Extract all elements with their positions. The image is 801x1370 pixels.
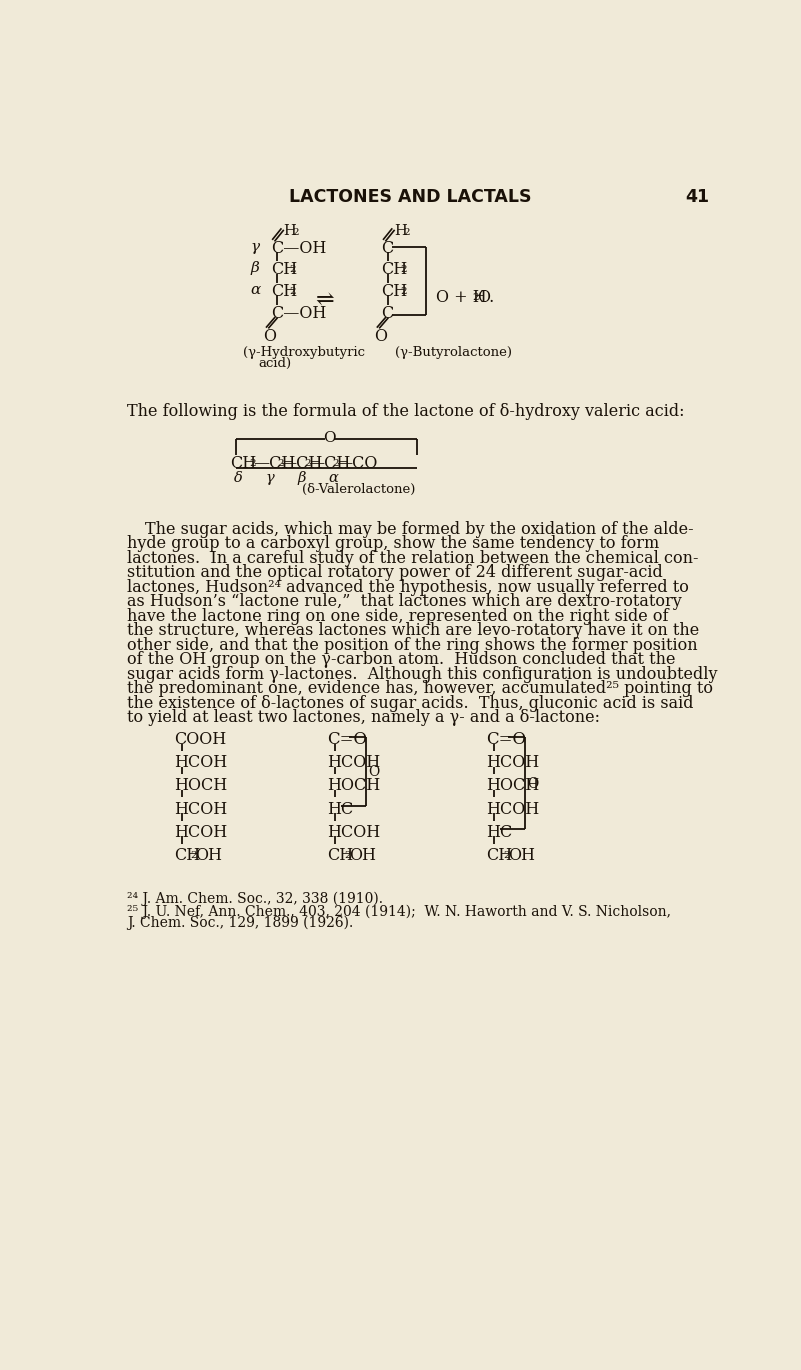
Text: the predominant one, evidence has, however, accumulated²⁵ pointing to: the predominant one, evidence has, howev… xyxy=(127,680,713,697)
Text: O + H: O + H xyxy=(437,289,487,306)
Text: β: β xyxy=(297,471,305,485)
Text: δ: δ xyxy=(234,471,243,485)
Text: HCOH: HCOH xyxy=(327,823,380,841)
Text: The sugar acids, which may be formed by the oxidation of the alde-: The sugar acids, which may be formed by … xyxy=(145,521,694,538)
Text: 2: 2 xyxy=(403,227,410,237)
Text: α: α xyxy=(251,284,260,297)
Text: —CH: —CH xyxy=(280,455,323,473)
Text: 41: 41 xyxy=(685,188,710,206)
Text: C=O: C=O xyxy=(486,732,526,748)
Text: the existence of δ-lactones of sugar acids.  Thus, gluconic acid is said: the existence of δ-lactones of sugar aci… xyxy=(127,695,694,711)
Text: to yield at least two lactones, namely a γ- and a δ-lactone:: to yield at least two lactones, namely a… xyxy=(127,710,600,726)
Text: 2: 2 xyxy=(400,286,407,296)
Text: 2: 2 xyxy=(191,851,197,859)
Text: O: O xyxy=(374,327,387,345)
Text: CH: CH xyxy=(486,847,513,863)
Text: O.: O. xyxy=(477,289,495,306)
Text: HOCH: HOCH xyxy=(327,777,380,795)
Text: HCOH: HCOH xyxy=(174,755,227,771)
Text: 2: 2 xyxy=(472,293,479,301)
Text: acid): acid) xyxy=(258,358,292,370)
Text: H: H xyxy=(283,225,296,238)
Text: 2: 2 xyxy=(344,851,351,859)
Text: C—OH: C—OH xyxy=(271,304,326,322)
Text: 2: 2 xyxy=(249,459,256,469)
Text: CH: CH xyxy=(327,847,353,863)
Text: γ: γ xyxy=(251,240,260,253)
Text: O: O xyxy=(324,430,336,445)
Text: HCOH: HCOH xyxy=(327,755,380,771)
Text: OH: OH xyxy=(195,847,223,863)
Text: CH: CH xyxy=(271,284,297,300)
Text: —CH: —CH xyxy=(253,455,296,473)
Text: The following is the formula of the lactone of δ-hydroxy valeric acid:: The following is the formula of the lact… xyxy=(127,403,685,421)
Text: CH: CH xyxy=(381,262,408,278)
Text: 2: 2 xyxy=(289,266,296,274)
Text: lactones.  In a careful study of the relation between the chemical con-: lactones. In a careful study of the rela… xyxy=(127,549,698,567)
Text: 2: 2 xyxy=(277,459,284,469)
Text: —CO: —CO xyxy=(336,455,378,473)
Text: of the OH group on the γ-carbon atom.  Hudson concluded that the: of the OH group on the γ-carbon atom. Hu… xyxy=(127,651,676,669)
Text: O: O xyxy=(527,777,538,790)
Text: ²⁴ J. Am. Chem. Soc., 32, 338 (1910).: ²⁴ J. Am. Chem. Soc., 32, 338 (1910). xyxy=(127,892,383,906)
Text: CH: CH xyxy=(271,262,297,278)
Text: have the lactone ring on one side, represented on the right side of: have the lactone ring on one side, repre… xyxy=(127,608,669,625)
Text: α: α xyxy=(328,471,338,485)
Text: (δ-Valerolactone): (δ-Valerolactone) xyxy=(302,484,415,496)
Text: as Hudson’s “lactone rule,”  that lactones which are dextro-rotatory: as Hudson’s “lactone rule,” that lactone… xyxy=(127,593,682,610)
Text: HOCH: HOCH xyxy=(174,777,227,795)
Text: OH: OH xyxy=(508,847,535,863)
Text: C=O: C=O xyxy=(327,732,367,748)
Text: C: C xyxy=(381,240,394,256)
Text: O: O xyxy=(263,327,276,345)
Text: HC: HC xyxy=(327,800,353,818)
Text: CH: CH xyxy=(231,455,256,473)
Text: 2: 2 xyxy=(503,851,509,859)
Text: C—OH: C—OH xyxy=(271,240,326,256)
Text: (γ-Hydroxybutyric: (γ-Hydroxybutyric xyxy=(243,347,364,359)
Text: (γ-Butyrolactone): (γ-Butyrolactone) xyxy=(395,347,512,359)
Text: 2: 2 xyxy=(304,459,312,469)
Text: HCOH: HCOH xyxy=(174,800,227,818)
Text: HCOH: HCOH xyxy=(174,823,227,841)
Text: 2: 2 xyxy=(292,227,299,237)
Text: COOH: COOH xyxy=(174,732,226,748)
Text: HCOH: HCOH xyxy=(486,755,539,771)
Text: LACTONES AND LACTALS: LACTONES AND LACTALS xyxy=(289,188,531,206)
Text: HC: HC xyxy=(486,823,513,841)
Text: 2: 2 xyxy=(289,286,296,296)
Text: lactones, Hudson²⁴ advanced the hypothesis, now usually referred to: lactones, Hudson²⁴ advanced the hypothes… xyxy=(127,578,689,596)
Text: 2: 2 xyxy=(400,266,407,274)
Text: other side, and that the position of the ring shows the former position: other side, and that the position of the… xyxy=(127,637,698,653)
Text: —CH: —CH xyxy=(308,455,351,473)
Text: ²⁵ J. U. Nef, Ann. Chem., 403, 204 (1914);  W. N. Haworth and V. S. Nicholson,: ²⁵ J. U. Nef, Ann. Chem., 403, 204 (1914… xyxy=(127,904,671,919)
Text: C: C xyxy=(381,304,394,322)
Text: ⇌: ⇌ xyxy=(316,289,334,311)
Text: hyde group to a carboxyl group, show the same tendency to form: hyde group to a carboxyl group, show the… xyxy=(127,536,659,552)
Text: H: H xyxy=(394,225,407,238)
Text: CH: CH xyxy=(174,847,200,863)
Text: OH: OH xyxy=(349,847,376,863)
Text: stitution and the optical rotatory power of 24 different sugar-acid: stitution and the optical rotatory power… xyxy=(127,564,663,581)
Text: β: β xyxy=(251,262,260,275)
Text: J. Chem. Soc., 129, 1899 (1926).: J. Chem. Soc., 129, 1899 (1926). xyxy=(127,917,353,930)
Text: HOCH: HOCH xyxy=(486,777,539,795)
Text: O: O xyxy=(368,766,380,780)
Text: 2: 2 xyxy=(332,459,340,469)
Text: CH: CH xyxy=(381,284,408,300)
Text: the structure, whereas lactones which are levo-rotatory have it on the: the structure, whereas lactones which ar… xyxy=(127,622,699,640)
Text: γ: γ xyxy=(266,471,275,485)
Text: sugar acids form γ-lactones.  Although this configuration is undoubtedly: sugar acids form γ-lactones. Although th… xyxy=(127,666,718,682)
Text: HCOH: HCOH xyxy=(486,800,539,818)
